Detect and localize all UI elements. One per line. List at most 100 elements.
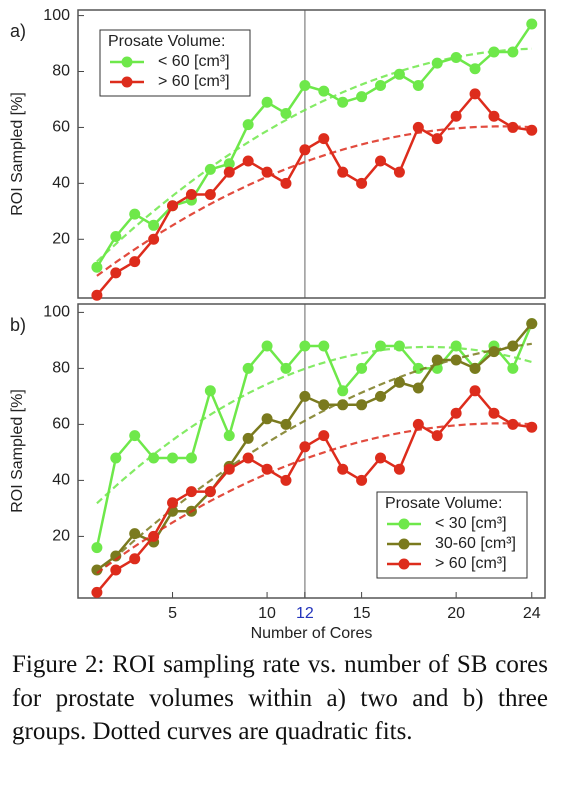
data-point [261, 340, 273, 352]
data-point [91, 564, 103, 576]
data-point [507, 121, 519, 133]
y-tick-label: 80 [52, 63, 70, 80]
data-point [204, 163, 216, 175]
data-point [393, 463, 405, 475]
y-tick-label: 60 [52, 416, 70, 433]
data-point [450, 340, 462, 352]
data-point [393, 340, 405, 352]
legend-marker [121, 56, 133, 68]
data-point [148, 219, 160, 231]
data-point [488, 346, 500, 358]
fit-curve [96, 342, 532, 575]
data-point [431, 430, 443, 442]
data-point [507, 362, 519, 374]
data-point [185, 486, 197, 498]
data-point [261, 166, 273, 178]
data-point [148, 233, 160, 245]
data-point [375, 155, 387, 167]
y-axis-label: ROI Sampled [%] [9, 389, 26, 513]
y-tick-label: 20 [52, 528, 70, 545]
data-point [450, 52, 462, 64]
data-point [280, 107, 292, 119]
data-point [129, 208, 141, 220]
data-point [318, 430, 330, 442]
data-point [393, 376, 405, 388]
data-point [299, 441, 311, 453]
data-point [204, 486, 216, 498]
panel-label: b) [10, 315, 26, 335]
data-point [431, 354, 443, 366]
legend-label: 30-60 [cm³] [435, 535, 516, 552]
data-point [393, 68, 405, 80]
data-point [223, 430, 235, 442]
data-point [110, 230, 122, 242]
data-point [129, 528, 141, 540]
data-point [148, 452, 160, 464]
data-point [204, 385, 216, 397]
data-point [280, 474, 292, 486]
data-point [526, 124, 538, 136]
data-point [299, 390, 311, 402]
data-point [412, 79, 424, 91]
y-tick-label: 100 [43, 7, 70, 24]
data-point [507, 418, 519, 430]
data-point [469, 362, 481, 374]
plot-frame [77, 303, 546, 599]
legend-marker [398, 538, 410, 550]
data-point [469, 88, 481, 100]
data-point [261, 413, 273, 425]
y-tick-label: 20 [52, 231, 70, 248]
data-point [299, 340, 311, 352]
data-point [412, 382, 424, 394]
data-point [356, 91, 368, 103]
data-point [91, 261, 103, 273]
data-point [488, 46, 500, 58]
fit-curve [96, 125, 532, 277]
data-point [129, 256, 141, 268]
data-point [526, 18, 538, 30]
data-point [526, 421, 538, 433]
legend-label: < 60 [cm³] [158, 53, 230, 70]
data-point [167, 497, 179, 509]
data-point [507, 340, 519, 352]
y-tick-label: 80 [52, 360, 70, 377]
data-point [110, 452, 122, 464]
data-point [356, 474, 368, 486]
data-point [185, 189, 197, 201]
caption: Figure 2: ROI sampling rate vs. number o… [12, 651, 548, 745]
fit-curve [96, 422, 532, 574]
data-point [450, 407, 462, 419]
data-point [356, 362, 368, 374]
data-point [412, 418, 424, 430]
data-point [469, 385, 481, 397]
legend-marker [398, 518, 410, 530]
data-point [375, 452, 387, 464]
legend-marker [121, 76, 133, 88]
y-tick-label: 40 [52, 472, 70, 489]
data-point [450, 354, 462, 366]
legend-marker [398, 558, 410, 570]
x-tick-label: 12 [296, 605, 314, 622]
legend-label: < 30 [cm³] [435, 515, 507, 532]
x-tick-label: 20 [447, 605, 465, 622]
data-point [488, 407, 500, 419]
x-tick-label: 15 [353, 605, 371, 622]
x-tick-label: 10 [258, 605, 276, 622]
plot-frame [77, 9, 546, 299]
data-point [356, 399, 368, 411]
data-point [185, 452, 197, 464]
x-tick-label: 5 [168, 605, 177, 622]
y-tick-label: 100 [43, 304, 70, 321]
data-point [280, 177, 292, 189]
data-point [318, 85, 330, 97]
y-tick-label: 40 [52, 175, 70, 192]
data-point [450, 110, 462, 122]
legend-title: Prosate Volume: [108, 33, 225, 50]
data-point [110, 267, 122, 279]
data-point [299, 144, 311, 156]
data-point [167, 452, 179, 464]
data-point [337, 166, 349, 178]
data-point [167, 200, 179, 212]
data-point [393, 166, 405, 178]
legend-title: Prosate Volume: [385, 495, 502, 512]
